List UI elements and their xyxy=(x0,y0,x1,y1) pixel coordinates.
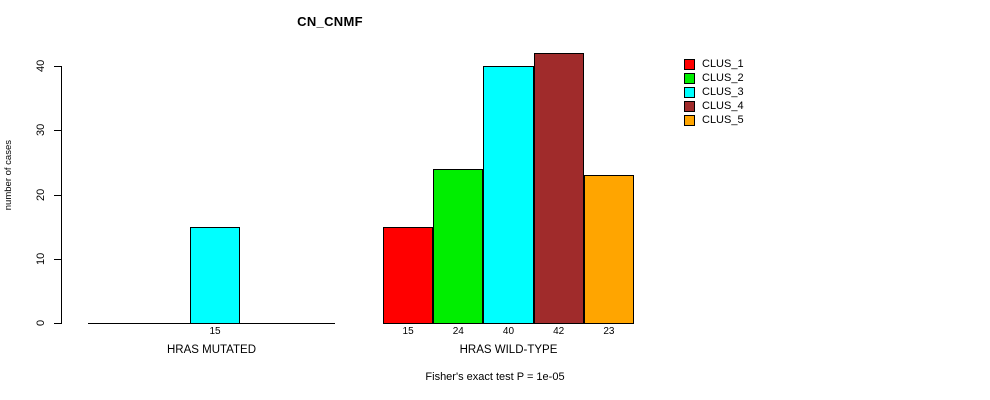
legend-item-clus_4[interactable]: CLUS_4 xyxy=(684,99,744,113)
legend-item-label: CLUS_5 xyxy=(702,113,744,126)
statistical-test-annotation: Fisher's exact test P = 1e-05 xyxy=(425,371,565,383)
y-axis-tick-label: 40 xyxy=(35,59,47,73)
y-axis-line xyxy=(61,66,62,324)
y-axis-tick xyxy=(54,323,61,324)
bar-clus_3[interactable] xyxy=(190,226,240,324)
legend-item-label: CLUS_2 xyxy=(702,71,744,84)
y-axis-tick-label: 0 xyxy=(35,319,47,327)
bar-clus_5[interactable] xyxy=(583,175,634,324)
bar-value-label: 23 xyxy=(603,326,615,337)
bar-value-label: 15 xyxy=(402,326,414,337)
y-axis-tick-label: 30 xyxy=(35,124,47,137)
legend-item-label: CLUS_4 xyxy=(702,99,744,112)
y-axis-tick xyxy=(54,66,61,67)
legend-item-clus_5[interactable]: CLUS_5 xyxy=(684,113,744,127)
legend-item-clus_1[interactable]: CLUS_1 xyxy=(684,57,744,71)
legend-item-label: CLUS_3 xyxy=(702,85,744,98)
y-axis-tick-label: 10 xyxy=(35,252,47,265)
y-axis-title: number of cases xyxy=(3,140,14,211)
bar-value-label: 24 xyxy=(452,326,464,337)
legend-color-swatch xyxy=(684,58,695,70)
group-label: HRAS MUTATED xyxy=(166,344,257,356)
bar-clus_1[interactable] xyxy=(383,226,434,324)
legend-color-swatch xyxy=(684,72,695,84)
legend-item-label: CLUS_1 xyxy=(702,57,744,70)
legend-color-swatch xyxy=(684,100,695,112)
legend-color-swatch xyxy=(684,114,695,126)
bar-clus_2[interactable] xyxy=(433,168,484,324)
legend-color-swatch xyxy=(684,86,695,98)
y-axis-tick xyxy=(54,258,61,260)
legend-item-clus_2[interactable]: CLUS_2 xyxy=(684,71,744,85)
bar-value-label: 42 xyxy=(553,326,565,337)
group-label: HRAS WILD-TYPE xyxy=(459,344,558,356)
legend: CLUS_1 CLUS_2 CLUS_3 CLUS_4 CLUS_5 xyxy=(684,57,744,127)
y-axis-tick-label: 20 xyxy=(35,188,47,201)
bar-clus_3[interactable] xyxy=(483,66,534,324)
y-axis-tick xyxy=(54,130,61,132)
legend-item-clus_3[interactable]: CLUS_3 xyxy=(684,85,744,99)
bar-clus_4[interactable] xyxy=(533,53,584,324)
chart-title: CN_CNMF xyxy=(297,14,363,29)
y-axis-tick xyxy=(54,194,61,196)
bar-value-label: 40 xyxy=(502,326,515,337)
bar-value-label: 15 xyxy=(209,326,221,337)
